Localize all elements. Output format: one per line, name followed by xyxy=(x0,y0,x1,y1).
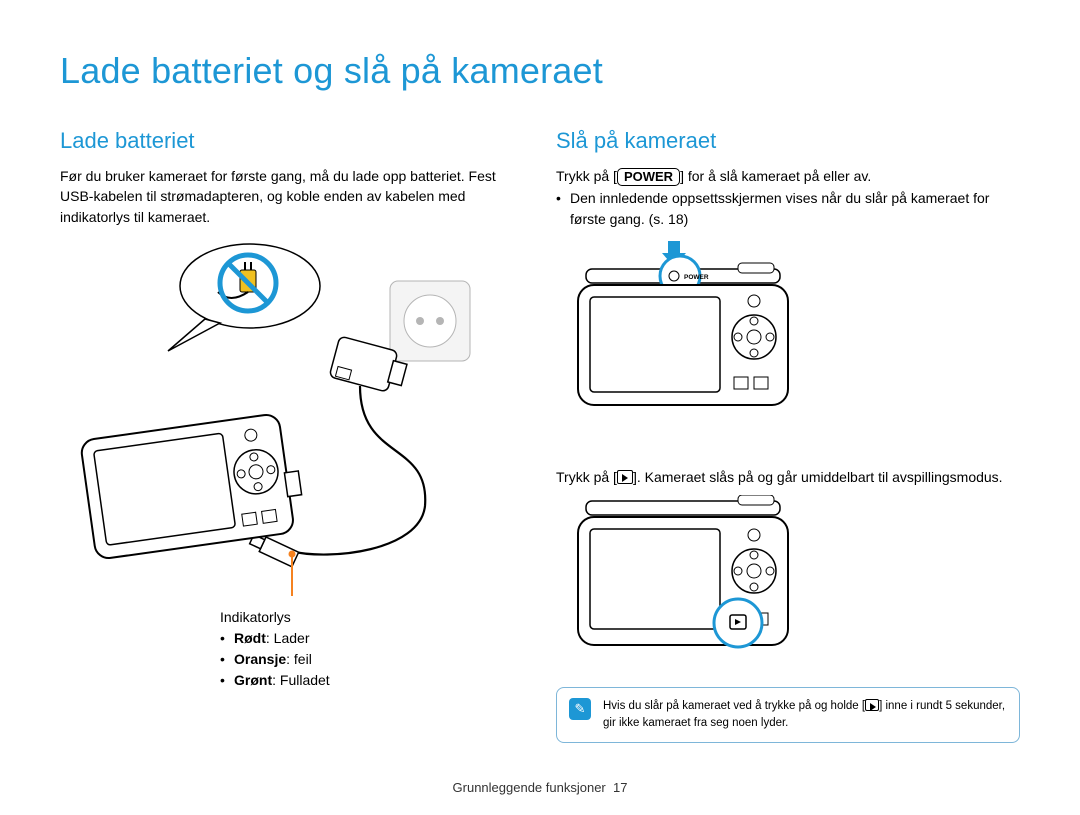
playback-icon xyxy=(617,470,633,484)
right-column: Slå på kameraet Trykk på [POWER] for å s… xyxy=(556,128,1020,743)
indicator-label: Indikatorlys xyxy=(220,607,524,628)
subsection-heading: Slå på kameraet i avspillingsmodus xyxy=(556,433,811,459)
left-heading: Lade batteriet xyxy=(60,128,524,154)
right-line2: Trykk på []. Kameraet slås på og går umi… xyxy=(556,467,1020,487)
right-bullets: Den innledende oppsettsskjermen vises nå… xyxy=(556,188,1020,229)
power-figure: POWER xyxy=(568,239,798,409)
playback-figure xyxy=(568,495,798,665)
power-button-label: POWER xyxy=(684,274,709,281)
note-text: Hvis du slår på kameraet ved å trykke på… xyxy=(603,698,1007,731)
charging-figure xyxy=(60,241,500,601)
indicator-block: Indikatorlys Rødt: Lader Oransje: feil G… xyxy=(220,607,524,691)
indicator-item: Rødt: Lader xyxy=(220,628,524,649)
indicator-item: Oransje: feil xyxy=(220,649,524,670)
page-footer: Grunnleggende funksjoner 17 xyxy=(0,780,1080,795)
playback-icon xyxy=(865,699,879,711)
right-bullet: Den innledende oppsettsskjermen vises nå… xyxy=(556,188,1020,229)
indicator-item: Grønt: Fulladet xyxy=(220,670,524,691)
note-box: ✎ Hvis du slår på kameraet ved å trykke … xyxy=(556,687,1020,742)
power-label-pill: POWER xyxy=(617,168,680,186)
right-heading: Slå på kameraet xyxy=(556,128,1020,154)
right-line1: Trykk på [POWER] for å slå kameraet på e… xyxy=(556,166,1020,186)
note-icon: ✎ xyxy=(569,698,591,720)
page-title: Lade batteriet og slå på kameraet xyxy=(60,50,1020,92)
left-intro: Før du bruker kameraet for første gang, … xyxy=(60,166,524,227)
left-column: Lade batteriet Før du bruker kameraet fo… xyxy=(60,128,524,743)
